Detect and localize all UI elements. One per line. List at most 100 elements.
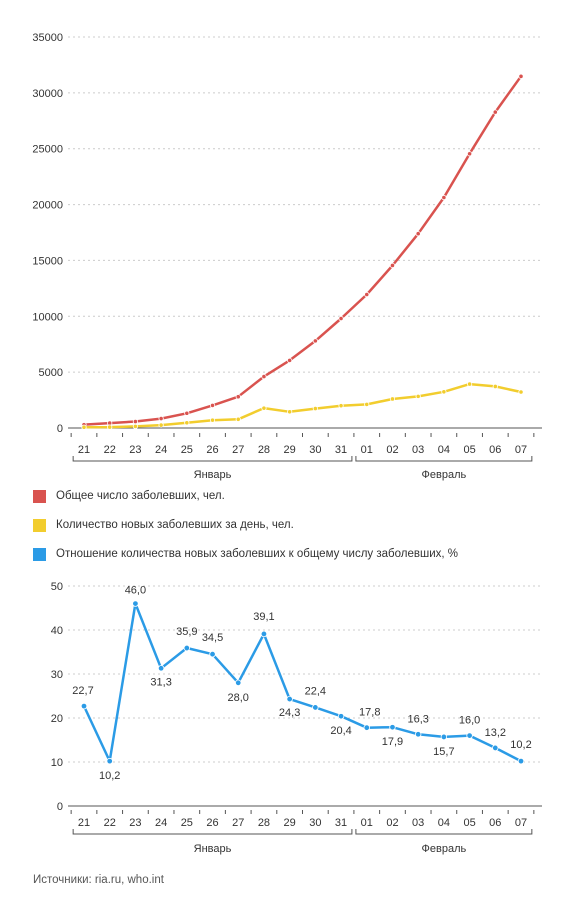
month-label: Февраль (422, 469, 467, 481)
data-label: 15,7 (433, 746, 454, 758)
x-tick-label: 29 (284, 444, 296, 456)
x-tick-label: 03 (412, 444, 424, 456)
data-point (287, 357, 293, 364)
data-label: 16,0 (459, 715, 480, 727)
x-tick-label: 22 (104, 817, 116, 829)
data-point (106, 757, 113, 765)
data-point (518, 73, 524, 79)
data-point (184, 420, 190, 426)
y-tick-label: 0 (57, 423, 63, 435)
y-tick-label: 5000 (39, 367, 63, 379)
data-point (158, 415, 164, 422)
data-point (260, 630, 268, 638)
data-point (287, 409, 293, 415)
y-tick-label: 10 (51, 757, 63, 769)
data-point (81, 424, 87, 430)
data-point (80, 702, 88, 710)
data-point (338, 315, 344, 322)
x-tick-label: 01 (361, 444, 373, 456)
data-point (415, 231, 421, 237)
x-tick-label: 21 (78, 444, 90, 456)
x-tick-label: 03 (412, 817, 424, 829)
data-point (184, 410, 190, 416)
data-point (209, 651, 216, 658)
x-tick-label: 06 (489, 444, 501, 456)
data-point (440, 733, 448, 741)
y-tick-label: 20000 (32, 200, 63, 212)
data-label: 10,2 (99, 770, 120, 782)
month-label: Январь (194, 843, 232, 855)
data-label: 17,9 (382, 736, 403, 748)
x-tick-label: 25 (181, 817, 193, 829)
x-tick-label: 26 (206, 817, 218, 829)
x-tick-label: 23 (129, 817, 141, 829)
x-tick-label: 30 (309, 444, 321, 456)
data-point (466, 151, 473, 157)
data-point (107, 424, 113, 430)
y-tick-label: 20 (51, 713, 63, 725)
data-label: 17,8 (359, 707, 380, 719)
data-point (261, 405, 267, 411)
legend-swatch-ratio (33, 547, 46, 561)
cases-chart: 0 5000 10000 15000 20000 25000 30000 35000 21 22 2… (32, 32, 542, 481)
data-point (312, 405, 318, 412)
legend-label-daily: Количество новых заболевших за день, чел… (56, 519, 294, 531)
data-point (235, 679, 242, 686)
x-tick-label: 02 (386, 444, 398, 456)
data-point (441, 194, 447, 201)
legend-swatch-total (33, 489, 46, 503)
legend-swatch-daily (33, 518, 46, 532)
data-point (132, 418, 139, 425)
x-tick-label: 04 (438, 444, 450, 456)
y-tick-label: 50 (51, 581, 63, 593)
legend-label-total: Общее число заболевших, чел. (56, 490, 225, 502)
data-point (209, 402, 216, 409)
data-point (286, 695, 293, 703)
x-tick-label: 02 (386, 817, 398, 829)
data-label: 13,2 (485, 727, 506, 739)
y-tick-label: 35000 (32, 32, 63, 44)
data-label: 46,0 (125, 585, 146, 597)
x-tick-label: 27 (232, 444, 244, 456)
data-point (492, 383, 498, 390)
data-point (337, 713, 345, 720)
y-tick-label: 30000 (32, 88, 63, 100)
y-tick-label: 0 (57, 801, 63, 813)
x-tick-label: 24 (155, 817, 167, 829)
legend-label-ratio: Отношение количества новых заболевших к … (56, 548, 459, 560)
x-tick-label: 01 (361, 817, 373, 829)
y-tick-label: 10000 (32, 311, 63, 323)
month-bracket (72, 456, 353, 462)
data-point (389, 724, 396, 731)
data-point (364, 401, 370, 408)
x-tick-label: 30 (309, 817, 321, 829)
x-tick-label: 06 (489, 817, 501, 829)
series-line (82, 75, 523, 426)
data-point (209, 417, 216, 423)
data-point (183, 644, 191, 652)
ratio-chart: 0 10 20 30 40 50 21 22 23 24 25 26 27 28 29 30 31 01 02 03 0… (51, 581, 542, 855)
data-point (466, 732, 473, 739)
data-label: 10,2 (510, 739, 531, 751)
data-label: 22,7 (72, 685, 93, 697)
data-label: 24,3 (279, 707, 300, 719)
data-point (338, 403, 344, 409)
month-label: Январь (194, 469, 232, 481)
x-tick-label: 07 (515, 817, 527, 829)
data-point (466, 381, 473, 387)
x-tick-label: 25 (181, 444, 193, 456)
x-tick-label: 21 (78, 817, 90, 829)
x-tick-label: 23 (129, 444, 141, 456)
data-label: 34,5 (202, 632, 223, 644)
data-point (389, 396, 396, 402)
data-point (158, 422, 164, 428)
month-bracket (72, 829, 353, 835)
data-label: 28,0 (228, 692, 249, 704)
x-tick-label: 05 (463, 817, 475, 829)
legend-item-ratio: Отношение количества новых заболевших к … (33, 546, 563, 562)
data-point (235, 394, 241, 400)
data-point (157, 665, 165, 672)
x-tick-label: 28 (258, 444, 270, 456)
y-tick-label: 25000 (32, 144, 63, 156)
data-point (261, 374, 267, 380)
